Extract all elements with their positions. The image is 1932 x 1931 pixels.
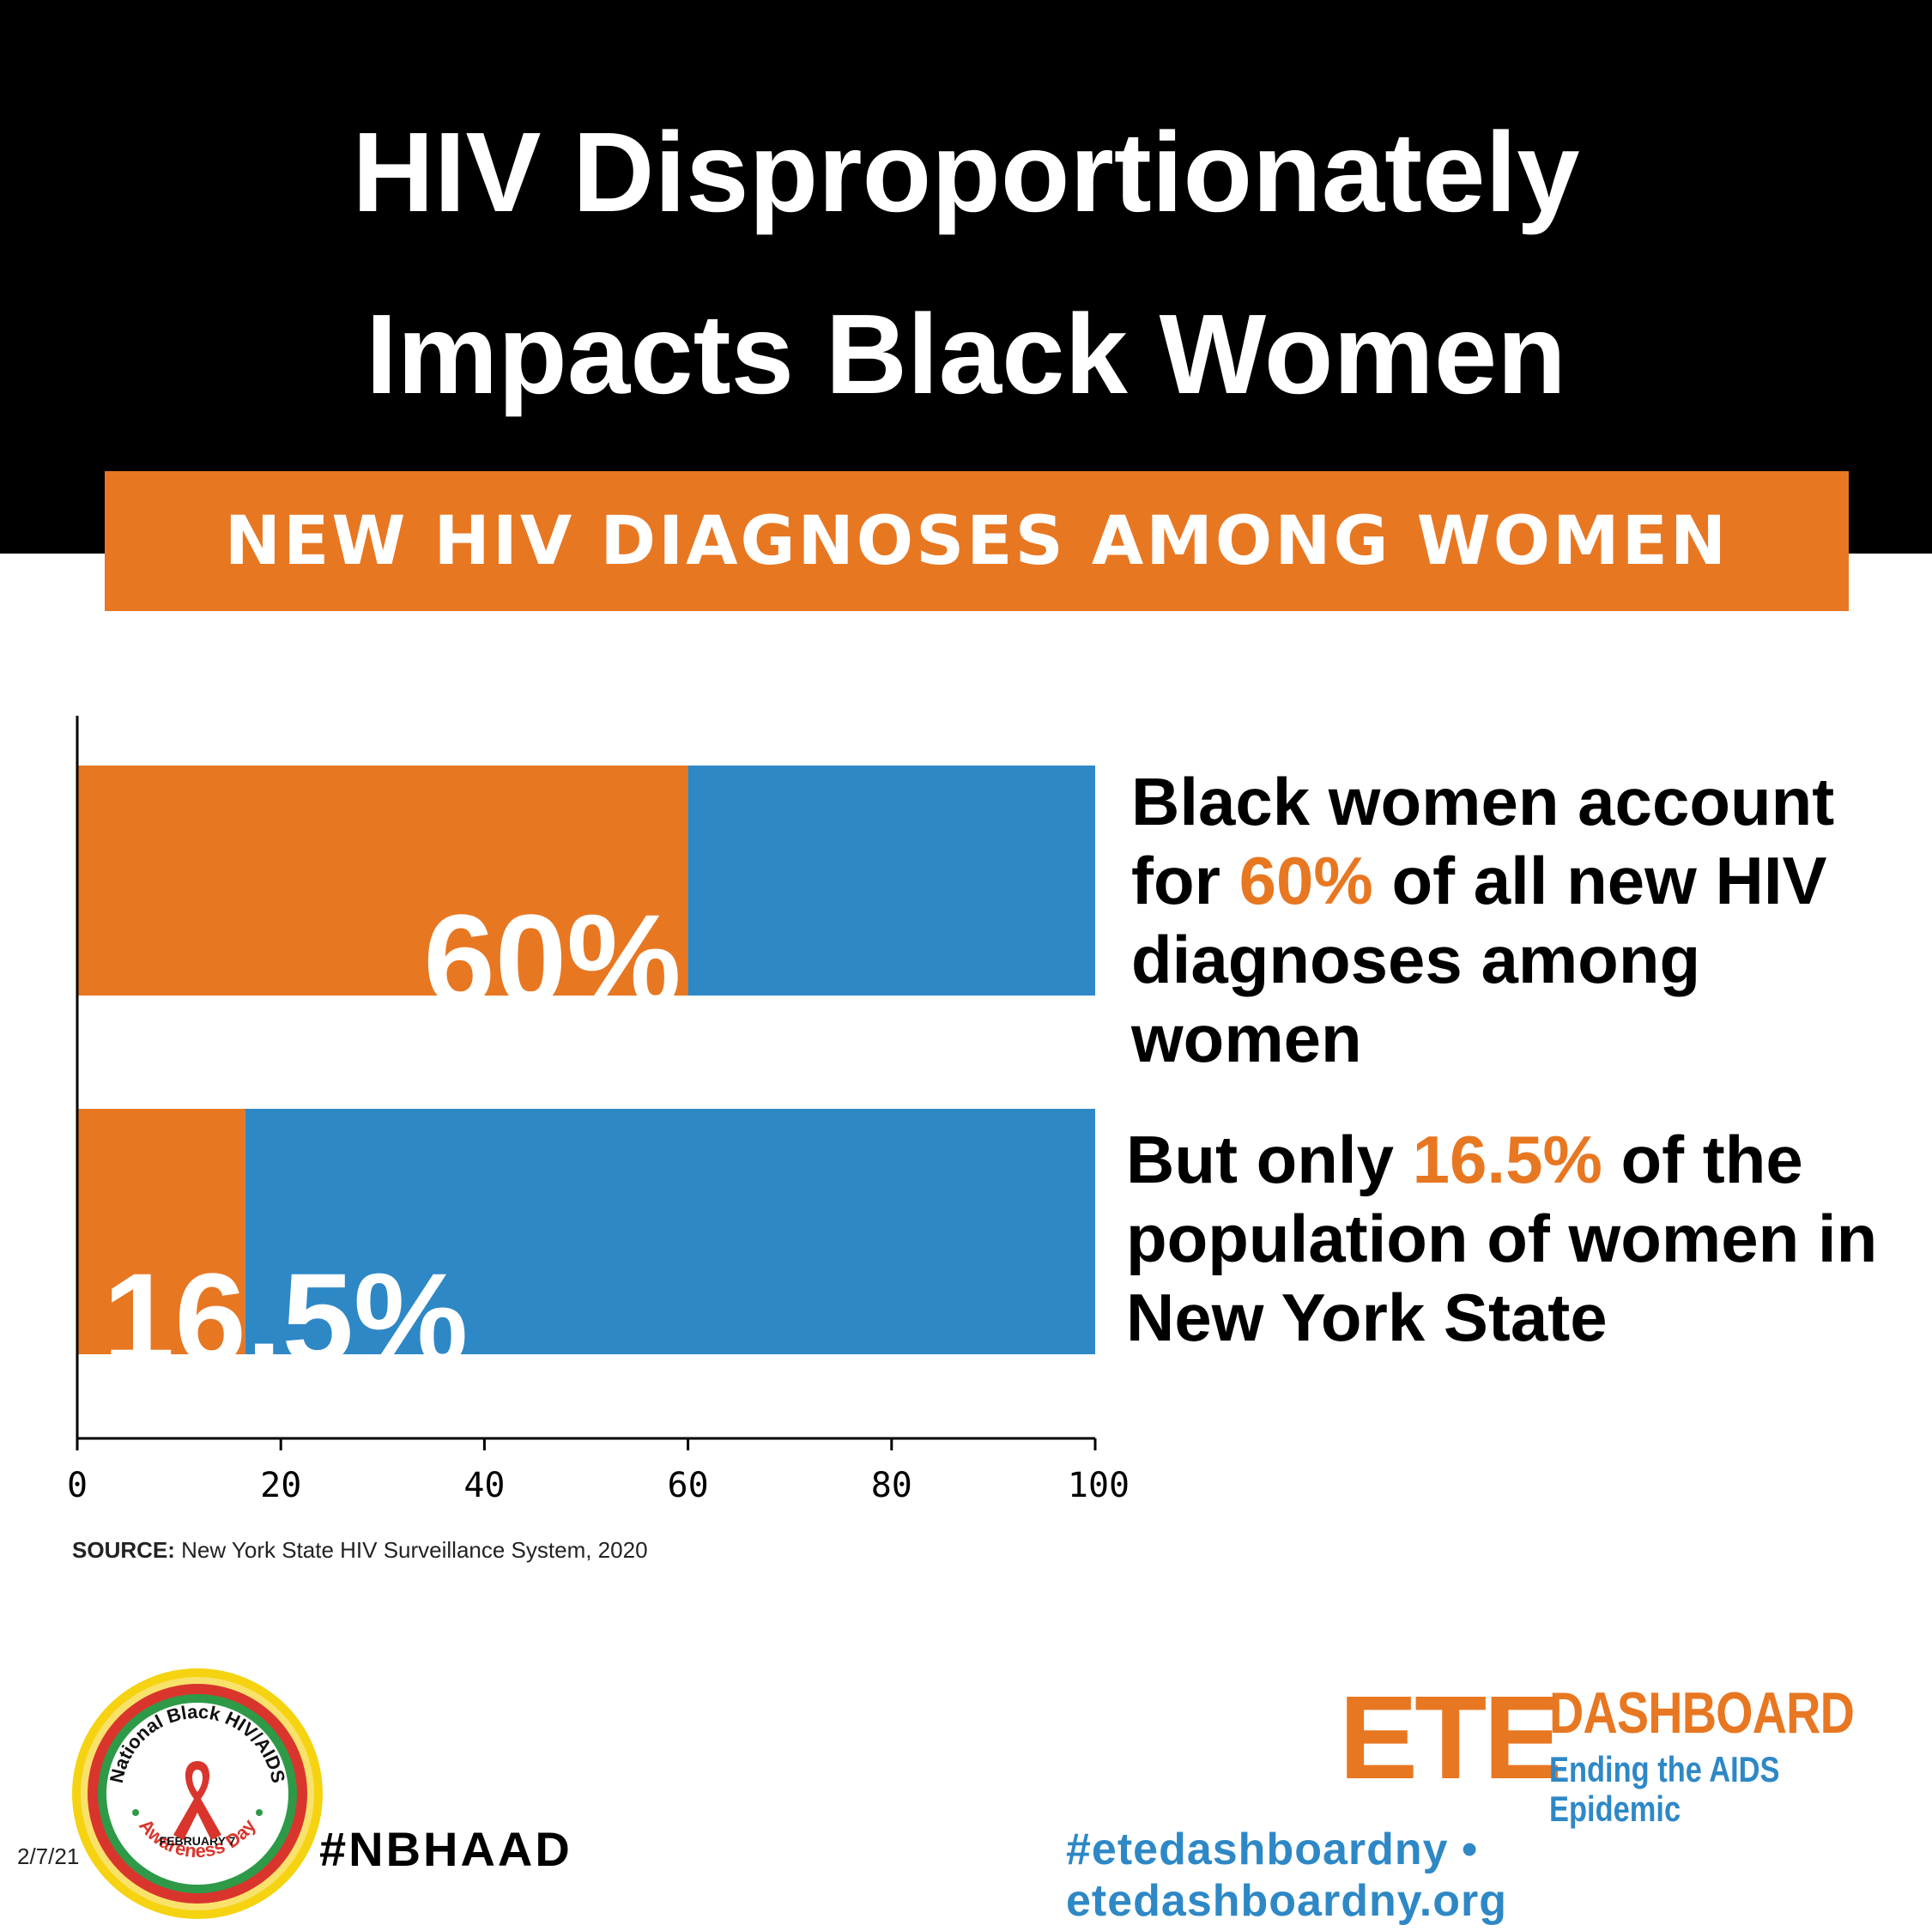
x-tick-label: 100 xyxy=(1068,1466,1130,1505)
bar-2-segment-2 xyxy=(245,1109,1095,1354)
logo-tagline: Ending the AIDS Epidemic xyxy=(1549,1749,1780,1829)
page-title: HIV Disproportionately Impacts Black Wom… xyxy=(0,82,1932,445)
data-label-2: 16.5% xyxy=(103,1246,468,1390)
bar-1-segment-2 xyxy=(687,766,1095,996)
web-links: #etedashboardny • etedashboardny.org xyxy=(1066,1825,1508,1926)
annotation-population-share: But only 16.5% of the population of wome… xyxy=(1126,1120,1899,1357)
annotation-2-pre: But only xyxy=(1126,1122,1413,1197)
red-ribbon-icon xyxy=(173,1761,221,1840)
bar-1-segment-1 xyxy=(77,766,688,996)
x-tick-label: 20 xyxy=(260,1466,301,1505)
hashtag-nbhaad: #NBHAAD xyxy=(319,1822,572,1876)
annotation-1-pre: Black women account for xyxy=(1131,764,1835,918)
x-tick-label: 80 xyxy=(871,1466,912,1505)
annotation-1-value: 60% xyxy=(1239,843,1373,918)
x-tick-label: 60 xyxy=(668,1466,709,1505)
annotation-2-value: 16.5% xyxy=(1412,1122,1602,1197)
annotation-1-post: of all new HIV diagnoses among women xyxy=(1131,843,1827,1076)
awareness-day-badge: National Black HIV/AIDS Awareness Day FE… xyxy=(72,1668,323,1919)
post-date: 2/7/21 xyxy=(17,1843,80,1869)
source-label: SOURCE: xyxy=(72,1537,175,1563)
title-line-2: Impacts Black Women xyxy=(366,291,1566,417)
logo-dashboard: DASHBOARD xyxy=(1549,1680,1855,1746)
title-line-1: HIV Disproportionately xyxy=(352,109,1580,235)
badge-date-text: FEBRUARY 7 xyxy=(160,1834,236,1848)
bar-chart: 60% 16.5% 0 20 40 60 80 100 xyxy=(67,716,1130,1505)
subtitle-text: NEW HIV DIAGNOSES AMONG WOMEN xyxy=(224,502,1729,580)
header-band xyxy=(0,0,1932,554)
ete-dashboard-logo: ETE DASHBOARD Ending the AIDS Epidemic xyxy=(1339,1672,1871,1829)
data-label-1: 60% xyxy=(423,887,681,1032)
annotation-2-post: of the population of women in New York S… xyxy=(1126,1122,1878,1355)
subtitle-banner: NEW HIV DIAGNOSES AMONG WOMEN xyxy=(105,471,1849,611)
x-tick-label: 0 xyxy=(67,1466,88,1505)
logo-ete: ETE xyxy=(1339,1672,1562,1804)
badge-dot-left xyxy=(132,1809,139,1816)
source-note: SOURCE: New York State HIV Surveillance … xyxy=(72,1537,648,1564)
bar-2-segment-1 xyxy=(77,1109,245,1354)
source-text: New York State HIV Surveillance System, … xyxy=(181,1537,648,1563)
x-tick-label: 40 xyxy=(463,1466,505,1505)
badge-dot-right xyxy=(256,1809,263,1816)
annotation-black-women-share: Black women account for 60% of all new H… xyxy=(1131,762,1904,1078)
